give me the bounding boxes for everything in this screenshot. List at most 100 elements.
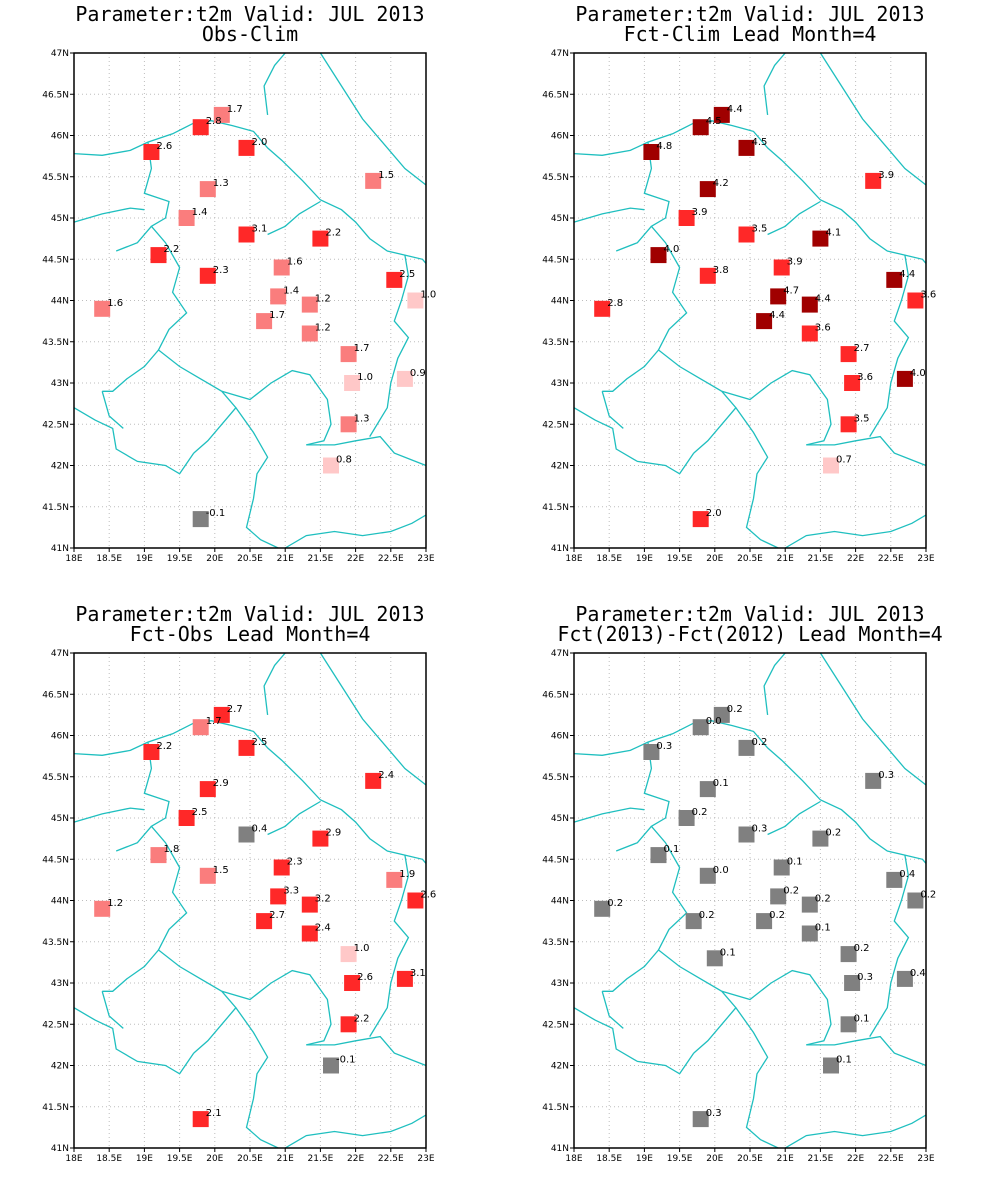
x-tick-label: 19.5E bbox=[667, 1154, 693, 1164]
station-marker bbox=[685, 913, 702, 930]
station-value-label: 1.4 bbox=[283, 285, 299, 296]
station-marker bbox=[192, 1111, 209, 1128]
y-tick-label: 47N bbox=[51, 649, 69, 659]
border-line bbox=[573, 720, 927, 864]
x-tick-label: 18.5E bbox=[596, 554, 622, 564]
x-tick-label: 19.5E bbox=[167, 554, 193, 564]
station-marker bbox=[143, 744, 160, 760]
y-tick-label: 44.5N bbox=[42, 855, 69, 865]
station-value-label: 4.1 bbox=[825, 228, 841, 239]
y-tick-label: 41N bbox=[51, 544, 69, 554]
station-value-label: 4.7 bbox=[783, 285, 799, 296]
station-value-label: 3.9 bbox=[878, 170, 894, 181]
station-value-label: 3.9 bbox=[787, 257, 803, 268]
station-value-label: 4.5 bbox=[706, 116, 722, 127]
station-value-label: 0.2 bbox=[783, 885, 799, 896]
station-marker bbox=[270, 888, 287, 905]
station-marker bbox=[396, 370, 413, 387]
station-marker bbox=[594, 300, 611, 317]
station-marker bbox=[323, 1057, 339, 1074]
station-value-label: 0.1 bbox=[815, 923, 831, 934]
station-marker bbox=[386, 871, 403, 888]
stations: 2.7 1.7 2.2 2.5 2.9 2.4 2.5 0.4 2.9 1.8 1.5 2.3 1.9 3… bbox=[94, 704, 436, 1128]
y-tick-label: 46N bbox=[51, 132, 69, 142]
station-marker bbox=[801, 896, 818, 913]
stations: 0.2 0.0 0.3 0.2 0.1 0.3 0.2 0.3 0.2 0.1 0.0 0.1 0.4 0… bbox=[594, 704, 936, 1128]
station-value-label: 0.7 bbox=[836, 455, 852, 466]
station-value-label: 0.8 bbox=[336, 455, 352, 466]
station-value-label: 3.5 bbox=[854, 413, 870, 424]
x-tick-label: 20.5E bbox=[737, 554, 763, 564]
station-value-label: 0.2 bbox=[692, 807, 708, 818]
station-value-label: 1.6 bbox=[107, 298, 123, 309]
station-value-label: 2.7 bbox=[854, 343, 870, 354]
x-tick-label: 22E bbox=[347, 554, 364, 564]
x-tick-label: 20E bbox=[706, 1154, 723, 1164]
station-value-label: 0.4 bbox=[252, 824, 268, 835]
x-tick-label: 23E bbox=[417, 1154, 434, 1164]
country-borders bbox=[573, 652, 927, 1149]
x-tick-label: 22.5E bbox=[378, 554, 404, 564]
station-value-label: 0.1 bbox=[854, 1013, 870, 1024]
station-value-label: 2.5 bbox=[192, 807, 208, 818]
border-line bbox=[735, 407, 779, 549]
station-value-label: 3.1 bbox=[410, 968, 426, 979]
border-line bbox=[73, 807, 145, 823]
x-tick-label: 21E bbox=[277, 554, 294, 564]
border-line bbox=[602, 949, 659, 992]
border-line bbox=[101, 391, 124, 429]
stations: 1.7 2.8 2.6 2.0 1.3 1.5 1.4 3.1 2.2 2.2 2.3 1.6 2.5 1… bbox=[94, 104, 436, 528]
border-line bbox=[573, 807, 645, 823]
station-value-label: 0.2 bbox=[920, 890, 936, 901]
x-tick-label: 18E bbox=[565, 1154, 582, 1164]
station-marker bbox=[94, 900, 111, 917]
station-value-label: 2.4 bbox=[315, 923, 331, 934]
station-value-label: 1.2 bbox=[315, 294, 331, 305]
y-tick-label: 42N bbox=[551, 462, 569, 472]
y-tick-label: 42N bbox=[51, 1062, 69, 1072]
border-line bbox=[784, 514, 927, 549]
y-tick-label: 41.5N bbox=[542, 1103, 569, 1113]
station-marker bbox=[773, 859, 790, 876]
station-marker bbox=[238, 139, 255, 156]
y-tick-label: 42N bbox=[551, 1062, 569, 1072]
station-marker bbox=[840, 346, 857, 363]
station-marker bbox=[643, 744, 660, 760]
border-line bbox=[115, 225, 152, 252]
station-marker bbox=[238, 226, 255, 243]
station-marker bbox=[199, 867, 216, 884]
station-marker bbox=[323, 457, 339, 474]
x-tick-label: 23E bbox=[417, 554, 434, 564]
station-value-label: 4.8 bbox=[656, 141, 672, 152]
country-borders bbox=[573, 52, 927, 549]
station-value-label: 0.3 bbox=[857, 972, 873, 983]
station-value-label: 1.5 bbox=[213, 865, 229, 876]
x-tick-label: 20.5E bbox=[237, 554, 263, 564]
border-line bbox=[601, 391, 624, 429]
station-value-label: 2.7 bbox=[227, 704, 243, 715]
border-line bbox=[735, 1007, 779, 1149]
grid bbox=[574, 653, 926, 1148]
y-tick-label: 43.5N bbox=[542, 938, 569, 948]
station-marker bbox=[907, 892, 924, 909]
station-value-label: 0.2 bbox=[769, 910, 785, 921]
station-marker bbox=[396, 970, 413, 987]
station-marker bbox=[823, 457, 839, 474]
map-panel-fct-clim: Parameter:t2m Valid: JUL 2013 Fct-Clim L… bbox=[500, 0, 1000, 600]
station-value-label: 0.9 bbox=[410, 368, 426, 379]
y-tick-label: 43N bbox=[551, 979, 569, 989]
station-value-label: 2.7 bbox=[269, 910, 285, 921]
station-value-label: 0.0 bbox=[706, 716, 722, 727]
station-value-label: 2.8 bbox=[206, 116, 222, 127]
border-line bbox=[263, 652, 286, 715]
station-value-label: 3.8 bbox=[713, 265, 729, 276]
panel-title: Parameter:t2m Valid: JUL 2013 bbox=[575, 602, 925, 626]
station-marker bbox=[756, 313, 773, 330]
border-line bbox=[267, 200, 321, 236]
x-tick-label: 20.5E bbox=[237, 1154, 263, 1164]
station-marker bbox=[801, 325, 818, 342]
station-marker bbox=[713, 706, 730, 723]
border-line bbox=[806, 435, 927, 467]
station-value-label: 0.3 bbox=[706, 1108, 722, 1119]
station-value-label: 1.0 bbox=[420, 290, 436, 301]
